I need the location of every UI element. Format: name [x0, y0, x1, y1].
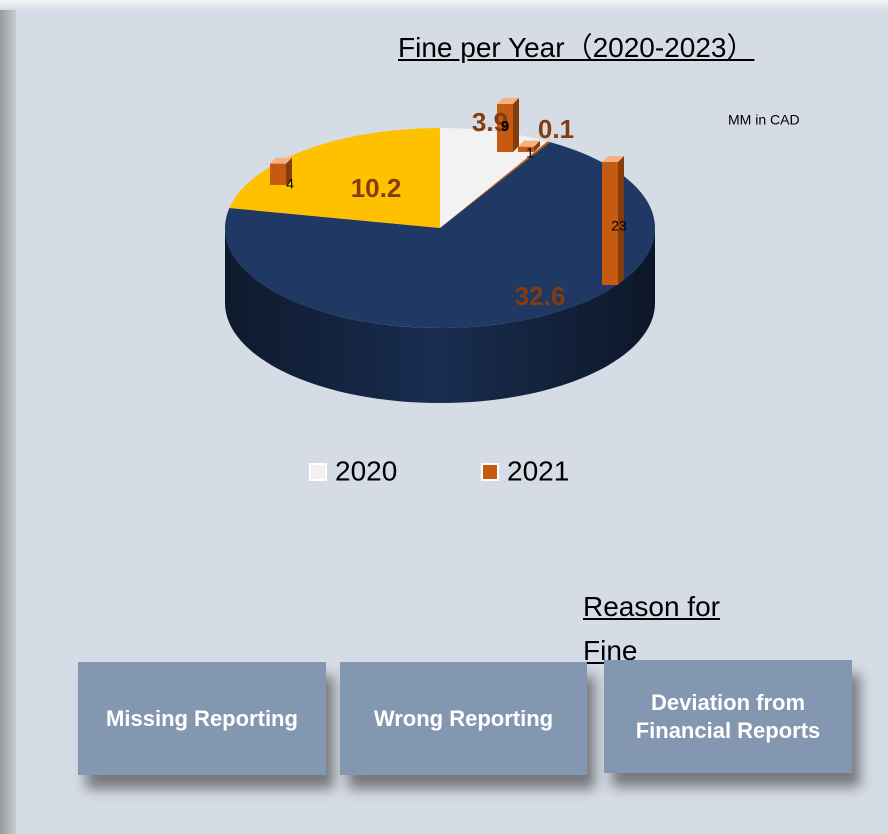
bar — [497, 103, 513, 152]
reason-box: Deviation from Financial Reports — [604, 660, 852, 773]
bar-label: 4 — [286, 176, 294, 192]
bar-label: 1 — [526, 145, 534, 161]
bar-label: 23 — [611, 218, 627, 234]
bar-top — [602, 155, 624, 162]
bar — [602, 161, 618, 285]
data-label: 32.6 — [515, 281, 566, 311]
bar-top — [497, 97, 519, 104]
top-fade — [0, 0, 888, 10]
side-strip — [0, 0, 16, 834]
legend-label: 2021 — [507, 455, 569, 486]
pie-slice — [440, 128, 548, 228]
bar-side — [286, 157, 292, 185]
pie-slice — [225, 142, 656, 328]
reason-box: Wrong Reporting — [340, 662, 587, 775]
data-label: 0.1 — [538, 114, 574, 144]
bar-side — [513, 97, 519, 152]
legend-swatch — [481, 463, 499, 481]
bar-top — [518, 140, 540, 147]
bar — [518, 146, 534, 152]
pie-slice — [440, 141, 550, 228]
reason-box: Missing Reporting — [78, 662, 326, 775]
data-label: 3.9 — [472, 107, 508, 137]
legend-swatch — [309, 463, 327, 481]
pie-side-shade — [225, 228, 655, 403]
legend-label: 2020 — [335, 455, 397, 486]
unit-note: MM in CAD — [728, 112, 800, 128]
chart-title: Fine per Year（2020-2023） — [398, 32, 755, 63]
data-label: 10.2 — [351, 173, 402, 203]
pie-slice — [229, 128, 440, 228]
bar-label: 9 — [501, 118, 509, 135]
bar-side — [618, 155, 624, 285]
bar-side — [534, 140, 540, 152]
bar — [270, 163, 286, 185]
bar-top — [270, 157, 292, 164]
